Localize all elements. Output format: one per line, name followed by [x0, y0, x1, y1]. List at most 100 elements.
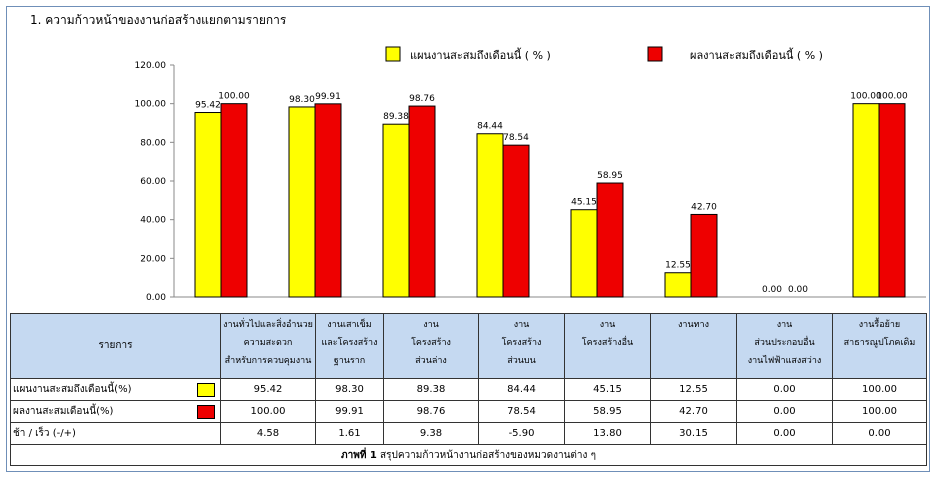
column-header: งานทาง	[650, 313, 737, 379]
column-header-line: โครงสร้าง	[501, 338, 542, 348]
bar-actual	[690, 213, 718, 298]
data-label-plan: 98.30	[289, 95, 315, 105]
y-tick-label: 0.00	[146, 293, 166, 303]
column-header-line: ส่วนล่าง	[415, 356, 447, 366]
caption-text: สรุปความก้าวหน้างานก่อสร้างของหมวดงานต่า…	[376, 449, 596, 461]
chart-title: 1. ความก้าวหน้าของงานก่อสร้างแยกตามรายกา…	[30, 13, 287, 27]
column-header-line: สาธารณูปโภคเดิม	[843, 338, 916, 348]
bar-plan	[194, 112, 222, 298]
bar-plan	[664, 272, 692, 298]
table-cell: 89.38	[383, 378, 479, 401]
table-cell: 98.76	[383, 400, 479, 423]
column-header-line: งานทั่วไปและสิ่งอำนวย	[223, 320, 313, 330]
y-tick-label: 20.00	[140, 254, 166, 264]
column-header: งานเสาเข็มและโครงสร้างฐานราก	[315, 313, 384, 379]
legend-swatch-plan	[385, 46, 401, 62]
bar-chart: 1. ความก้าวหน้าของงานก่อสร้างแยกตามรายกา…	[30, 13, 926, 303]
column-header: งาน โครงสร้าง ส่วนบน	[478, 313, 565, 379]
column-header-line: ส่วนบน	[507, 356, 536, 366]
row-label: ผลงานสะสมเดือนนี้(%)	[13, 406, 114, 417]
table-cell: 95.42	[220, 378, 316, 401]
row-label-cell: ช้า / เร็ว (-/+)	[10, 422, 221, 445]
table-cell: 45.15	[564, 378, 651, 401]
plan-color-swatch	[197, 383, 215, 397]
data-labels-group: 95.42 98.30 89.38 84.44 45.15 12.55 0.00 100.00…	[195, 92, 908, 295]
data-label-plan: 0.00	[762, 285, 782, 295]
table-cell: 100.00	[220, 400, 316, 423]
figure-caption: ภาพที่ 1 สรุปความก้าวหน้างานก่อสร้างของห…	[10, 444, 927, 466]
bar-plan	[476, 133, 504, 298]
table-header-row: รายการ งานทั่วไปและสิ่งอำนวย ความสะดวก สำห…	[10, 313, 927, 379]
column-header-line: ฐานราก	[333, 356, 366, 366]
data-label-actual: 100.00	[218, 92, 250, 102]
bar-actual	[596, 182, 624, 298]
y-tick-label: 80.00	[140, 138, 166, 148]
column-header-line: และโครงสร้าง	[321, 338, 378, 348]
bar-actual	[220, 103, 248, 298]
column-header-line: โครงสร้าง	[411, 338, 451, 348]
table-cell: 58.95	[564, 400, 651, 423]
table-cell: 12.55	[650, 378, 737, 401]
row-label-cell: ผลงานสะสมเดือนนี้(%)	[10, 400, 221, 423]
table-cell: 42.70	[650, 400, 737, 423]
data-label-actual: 99.91	[315, 92, 341, 102]
legend-label-actual: ผลงานสะสมถึงเดือนนี้ ( % )	[690, 47, 823, 62]
data-label-plan: 100.00	[850, 92, 882, 102]
column-header-line: ความสะดวก	[243, 338, 293, 348]
column-header-line: งาน	[599, 320, 616, 330]
column-header-line: งานเสาเข็ม	[327, 320, 372, 330]
legend-swatch-actual	[647, 46, 663, 62]
data-label-actual: 100.00	[876, 92, 908, 102]
table-cell: -5.90	[478, 422, 565, 445]
row-label-cell: แผนงานสะสมถึงเดือนนี้(%)	[10, 378, 221, 401]
data-label-plan: 89.38	[383, 112, 409, 122]
data-label-actual: 42.70	[691, 202, 717, 212]
legend-label-plan: แผนงานสะสมถึงเดือนนี้ ( % )	[410, 47, 551, 62]
table-row-actual: ผลงานสะสมเดือนนี้(%) 100.00 99.91 98.76 …	[10, 400, 927, 423]
data-label-actual: 58.95	[597, 171, 623, 181]
y-tick-label: 40.00	[140, 216, 166, 226]
table-cell: 100.00	[832, 400, 927, 423]
table-cell: 100.00	[832, 378, 927, 401]
table-cell: 0.00	[736, 400, 833, 423]
y-tick-label: 100.00	[135, 100, 167, 110]
table-cell: 0.00	[736, 378, 833, 401]
table-cell: 0.00	[832, 422, 927, 445]
bar-plan	[570, 209, 598, 298]
table-cell: 13.80	[564, 422, 651, 445]
data-label-plan: 84.44	[477, 122, 503, 132]
column-header-line: งานทาง	[678, 320, 709, 330]
caption-bold: ภาพที่ 1	[341, 449, 377, 461]
table-cell: 99.91	[315, 400, 384, 423]
bar-plan	[852, 103, 880, 298]
table-row-plan: แผนงานสะสมถึงเดือนนี้(%) 95.42 98.30 89.…	[10, 378, 927, 401]
column-header-line: งานไฟฟ้าแสงสว่าง	[747, 356, 822, 366]
data-label-plan: 12.55	[665, 261, 691, 271]
column-header: งานทั่วไปและสิ่งอำนวย ความสะดวก สำหรับการค…	[220, 313, 316, 379]
bar-actual	[408, 105, 436, 298]
table-cell: 0.00	[736, 422, 833, 445]
column-header: งานรื้อย้ายสาธารณูปโภคเดิม	[832, 313, 927, 379]
table-cell: 30.15	[650, 422, 737, 445]
column-header: งานโครงสร้างอื่น	[564, 313, 651, 379]
table-cell: 1.61	[315, 422, 384, 445]
data-label-actual: 78.54	[503, 133, 529, 143]
bar-plan	[288, 106, 316, 298]
y-axis: 0.00 20.00 40.00 60.00 80.00 100.00 120.00	[135, 61, 926, 303]
row-label: ช้า / เร็ว (-/+)	[13, 428, 76, 439]
table-cell: 78.54	[478, 400, 565, 423]
bar-actual	[314, 103, 342, 298]
column-header-line: งานรื้อย้าย	[858, 320, 901, 330]
data-label-plan: 95.42	[195, 101, 221, 111]
actual-color-swatch	[197, 405, 215, 419]
table-header-label: รายการ	[10, 313, 221, 379]
column-header-line: โครงสร้างอื่น	[581, 338, 634, 348]
data-label-actual: 98.76	[409, 94, 435, 104]
table-caption-row: ภาพที่ 1 สรุปความก้าวหน้างานก่อสร้างของห…	[10, 444, 927, 466]
data-table: รายการ งานทั่วไปและสิ่งอำนวย ความสะดวก สำห…	[10, 313, 927, 466]
chart-legend: แผนงานสะสมถึงเดือนนี้ ( % ) ผลงานสะสมถึง…	[385, 46, 823, 62]
table-row-diff: ช้า / เร็ว (-/+) 4.58 1.61 9.38 -5.90 13…	[10, 422, 927, 445]
column-header-line: งาน	[776, 320, 793, 330]
bar-actual	[502, 144, 530, 298]
table-cell: 9.38	[383, 422, 479, 445]
